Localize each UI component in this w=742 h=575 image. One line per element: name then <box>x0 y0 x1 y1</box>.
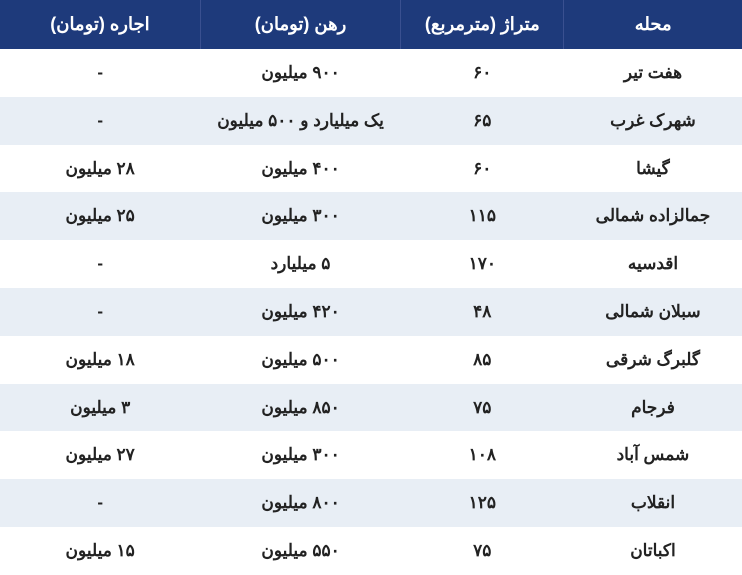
cell-deposit: ۵۵۰ میلیون <box>200 527 400 575</box>
cell-deposit: یک میلیارد و ۵۰۰ میلیون <box>200 97 400 145</box>
table-row: انقلاب ۱۲۵ ۸۰۰ میلیون - <box>0 479 742 527</box>
cell-rent: ۳ میلیون <box>0 384 200 432</box>
cell-area: ۷۵ <box>401 384 564 432</box>
cell-neighborhood: اقدسیه <box>564 240 742 288</box>
cell-rent: ۲۸ میلیون <box>0 145 200 193</box>
cell-neighborhood: شهرک غرب <box>564 97 742 145</box>
table-row: شهرک غرب ۶۵ یک میلیارد و ۵۰۰ میلیون - <box>0 97 742 145</box>
cell-area: ۴۸ <box>401 288 564 336</box>
table-header-row: محله متراژ (مترمربع) رهن (تومان) اجاره (… <box>0 0 742 49</box>
cell-deposit: ۸۰۰ میلیون <box>200 479 400 527</box>
cell-deposit: ۸۵۰ میلیون <box>200 384 400 432</box>
table-row: اقدسیه ۱۷۰ ۵ میلیارد - <box>0 240 742 288</box>
cell-neighborhood: انقلاب <box>564 479 742 527</box>
table-row: جمالزاده شمالی ۱۱۵ ۳۰۰ میلیون ۲۵ میلیون <box>0 192 742 240</box>
table-row: گلبرگ شرقی ۸۵ ۵۰۰ میلیون ۱۸ میلیون <box>0 336 742 384</box>
cell-neighborhood: فرجام <box>564 384 742 432</box>
cell-neighborhood: جمالزاده شمالی <box>564 192 742 240</box>
cell-rent: - <box>0 288 200 336</box>
cell-rent: ۲۵ میلیون <box>0 192 200 240</box>
table-row: فرجام ۷۵ ۸۵۰ میلیون ۳ میلیون <box>0 384 742 432</box>
cell-deposit: ۵ میلیارد <box>200 240 400 288</box>
cell-area: ۸۵ <box>401 336 564 384</box>
table-row: شمس آباد ۱۰۸ ۳۰۰ میلیون ۲۷ میلیون <box>0 431 742 479</box>
cell-deposit: ۵۰۰ میلیون <box>200 336 400 384</box>
cell-rent: - <box>0 97 200 145</box>
cell-rent: ۱۸ میلیون <box>0 336 200 384</box>
cell-neighborhood: هفت تیر <box>564 49 742 97</box>
cell-area: ۱۲۵ <box>401 479 564 527</box>
cell-deposit: ۴۲۰ میلیون <box>200 288 400 336</box>
cell-area: ۶۰ <box>401 49 564 97</box>
table-row: هفت تیر ۶۰ ۹۰۰ میلیون - <box>0 49 742 97</box>
cell-rent: - <box>0 479 200 527</box>
cell-neighborhood: سبلان شمالی <box>564 288 742 336</box>
cell-neighborhood: اکباتان <box>564 527 742 575</box>
cell-neighborhood: شمس آباد <box>564 431 742 479</box>
cell-neighborhood: گیشا <box>564 145 742 193</box>
cell-area: ۶۵ <box>401 97 564 145</box>
cell-area: ۱۱۵ <box>401 192 564 240</box>
cell-rent: - <box>0 240 200 288</box>
col-header-rent: اجاره (تومان) <box>0 0 200 49</box>
table-row: گیشا ۶۰ ۴۰۰ میلیون ۲۸ میلیون <box>0 145 742 193</box>
cell-deposit: ۳۰۰ میلیون <box>200 192 400 240</box>
table-body: هفت تیر ۶۰ ۹۰۰ میلیون - شهرک غرب ۶۵ یک م… <box>0 49 742 575</box>
cell-neighborhood: گلبرگ شرقی <box>564 336 742 384</box>
col-header-neighborhood: محله <box>564 0 742 49</box>
cell-area: ۱۷۰ <box>401 240 564 288</box>
cell-rent: ۱۵ میلیون <box>0 527 200 575</box>
cell-deposit: ۴۰۰ میلیون <box>200 145 400 193</box>
cell-area: ۱۰۸ <box>401 431 564 479</box>
table-row: اکباتان ۷۵ ۵۵۰ میلیون ۱۵ میلیون <box>0 527 742 575</box>
table-row: سبلان شمالی ۴۸ ۴۲۰ میلیون - <box>0 288 742 336</box>
cell-rent: ۲۷ میلیون <box>0 431 200 479</box>
cell-area: ۷۵ <box>401 527 564 575</box>
rental-price-table: محله متراژ (مترمربع) رهن (تومان) اجاره (… <box>0 0 742 575</box>
col-header-deposit: رهن (تومان) <box>200 0 400 49</box>
cell-deposit: ۳۰۰ میلیون <box>200 431 400 479</box>
cell-area: ۶۰ <box>401 145 564 193</box>
col-header-area: متراژ (مترمربع) <box>401 0 564 49</box>
cell-rent: - <box>0 49 200 97</box>
cell-deposit: ۹۰۰ میلیون <box>200 49 400 97</box>
